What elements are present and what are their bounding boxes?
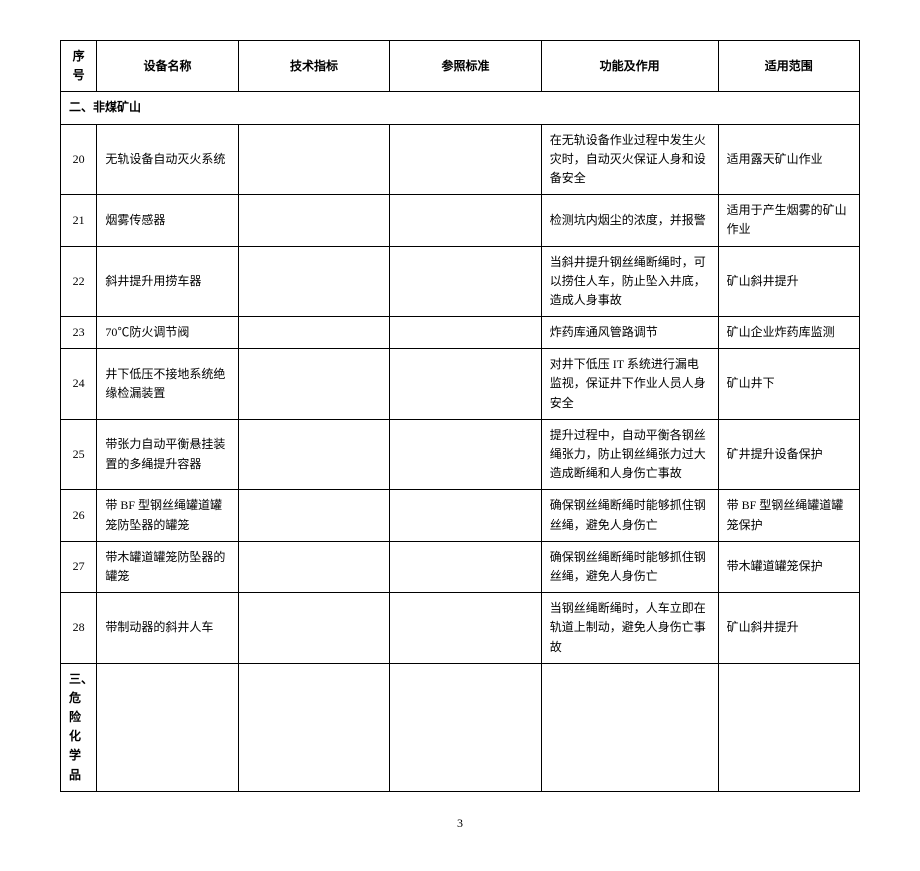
cell-std	[390, 317, 542, 349]
cell-std	[390, 419, 542, 490]
cell-func: 提升过程中，自动平衡各钢丝绳张力，防止钢丝绳张力过大造成断绳和人身伤亡事故	[541, 419, 718, 490]
header-name: 设备名称	[97, 41, 238, 92]
cell-seq: 26	[61, 490, 97, 541]
table-body: 二、非煤矿山 20无轨设备自动灭火系统 在无轨设备作业过程中发生火灾时，自动灭火保…	[61, 92, 860, 791]
table-row: 2370℃防火调节阀 炸药库通风管路调节矿山企业炸药库监测	[61, 317, 860, 349]
cell-tech	[238, 593, 390, 664]
cell-scope: 带木罐道罐笼保护	[718, 541, 859, 592]
table-row: 26带 BF 型钢丝绳罐道罐笼防坠器的罐笼 确保钢丝绳断绳时能够抓住钢丝绳，避免人…	[61, 490, 860, 541]
cell-tech	[238, 317, 390, 349]
section-row-3: 三、危险化学品	[61, 663, 860, 791]
header-func: 功能及作用	[541, 41, 718, 92]
cell-name: 70℃防火调节阀	[97, 317, 238, 349]
cell-seq: 28	[61, 593, 97, 664]
cell-func: 当斜井提升钢丝绳断绳时，可以捞住人车，防止坠入井底，造成人身事故	[541, 246, 718, 317]
table-row: 20无轨设备自动灭火系统 在无轨设备作业过程中发生火灾时，自动灭火保证人身和设备安…	[61, 124, 860, 195]
section-row-2: 二、非煤矿山	[61, 92, 860, 124]
cell-name: 烟雾传感器	[97, 195, 238, 246]
cell-func: 检测坑内烟尘的浓度，并报警	[541, 195, 718, 246]
header-scope: 适用范围	[718, 41, 859, 92]
cell-scope: 带 BF 型钢丝绳罐道罐笼保护	[718, 490, 859, 541]
table-row: 24井下低压不接地系统绝缘检漏装置 对井下低压 IT 系统进行漏电监视，保证井下作…	[61, 349, 860, 420]
table-row: 21烟雾传感器 检测坑内烟尘的浓度，并报警适用于产生烟雾的矿山作业	[61, 195, 860, 246]
cell-name: 无轨设备自动灭火系统	[97, 124, 238, 195]
cell-seq: 22	[61, 246, 97, 317]
cell-std	[390, 593, 542, 664]
cell-name: 井下低压不接地系统绝缘检漏装置	[97, 349, 238, 420]
cell-std	[390, 195, 542, 246]
cell-seq: 27	[61, 541, 97, 592]
cell-name: 带制动器的斜井人车	[97, 593, 238, 664]
equipment-table: 序号 设备名称 技术指标 参照标准 功能及作用 适用范围 二、非煤矿山 20无轨…	[60, 40, 860, 792]
section-3-c6	[718, 663, 859, 791]
cell-seq: 23	[61, 317, 97, 349]
cell-scope: 矿井提升设备保护	[718, 419, 859, 490]
cell-scope: 矿山斜井提升	[718, 246, 859, 317]
cell-func: 确保钢丝绳断绳时能够抓住钢丝绳，避免人身伤亡	[541, 541, 718, 592]
cell-std	[390, 349, 542, 420]
cell-name: 斜井提升用捞车器	[97, 246, 238, 317]
cell-std	[390, 124, 542, 195]
cell-tech	[238, 490, 390, 541]
cell-tech	[238, 419, 390, 490]
cell-tech	[238, 195, 390, 246]
table-row: 27带木罐道罐笼防坠器的罐笼 确保钢丝绳断绳时能够抓住钢丝绳，避免人身伤亡带木罐道…	[61, 541, 860, 592]
section-3-label: 三、危险化学品	[61, 663, 97, 791]
cell-scope: 矿山井下	[718, 349, 859, 420]
table-row: 28带制动器的斜井人车 当钢丝绳断绳时，人车立即在轨道上制动，避免人身伤亡事故矿山…	[61, 593, 860, 664]
page-number: 3	[60, 816, 860, 831]
table-row: 22斜井提升用捞车器 当斜井提升钢丝绳断绳时，可以捞住人车，防止坠入井底，造成人身…	[61, 246, 860, 317]
section-2-label: 二、非煤矿山	[61, 92, 860, 124]
cell-func: 在无轨设备作业过程中发生火灾时，自动灭火保证人身和设备安全	[541, 124, 718, 195]
header-std: 参照标准	[390, 41, 542, 92]
cell-std	[390, 490, 542, 541]
section-3-c3	[238, 663, 390, 791]
cell-std	[390, 541, 542, 592]
cell-std	[390, 246, 542, 317]
cell-seq: 20	[61, 124, 97, 195]
cell-tech	[238, 541, 390, 592]
cell-func: 确保钢丝绳断绳时能够抓住钢丝绳，避免人身伤亡	[541, 490, 718, 541]
table-header-row: 序号 设备名称 技术指标 参照标准 功能及作用 适用范围	[61, 41, 860, 92]
cell-seq: 24	[61, 349, 97, 420]
section-3-c2	[97, 663, 238, 791]
cell-scope: 矿山斜井提升	[718, 593, 859, 664]
cell-tech	[238, 124, 390, 195]
cell-scope: 矿山企业炸药库监测	[718, 317, 859, 349]
cell-func: 当钢丝绳断绳时，人车立即在轨道上制动，避免人身伤亡事故	[541, 593, 718, 664]
cell-func: 对井下低压 IT 系统进行漏电监视，保证井下作业人员人身安全	[541, 349, 718, 420]
header-seq: 序号	[61, 41, 97, 92]
cell-seq: 21	[61, 195, 97, 246]
cell-name: 带 BF 型钢丝绳罐道罐笼防坠器的罐笼	[97, 490, 238, 541]
cell-func: 炸药库通风管路调节	[541, 317, 718, 349]
cell-tech	[238, 349, 390, 420]
table-row: 25带张力自动平衡悬挂装置的多绳提升容器 提升过程中，自动平衡各钢丝绳张力，防止钢…	[61, 419, 860, 490]
cell-seq: 25	[61, 419, 97, 490]
header-tech: 技术指标	[238, 41, 390, 92]
cell-tech	[238, 246, 390, 317]
cell-scope: 适用露天矿山作业	[718, 124, 859, 195]
section-3-c4	[390, 663, 542, 791]
section-3-c5	[541, 663, 718, 791]
cell-scope: 适用于产生烟雾的矿山作业	[718, 195, 859, 246]
cell-name: 带张力自动平衡悬挂装置的多绳提升容器	[97, 419, 238, 490]
cell-name: 带木罐道罐笼防坠器的罐笼	[97, 541, 238, 592]
